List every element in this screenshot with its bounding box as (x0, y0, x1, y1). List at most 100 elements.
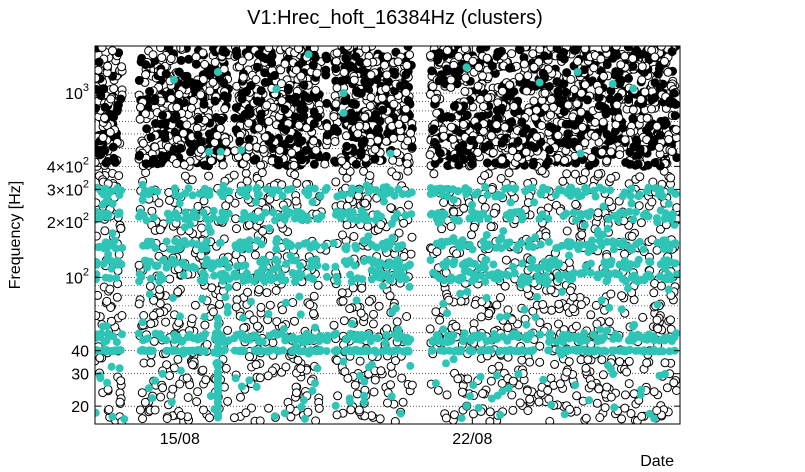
background-point (501, 255, 511, 265)
background-point (296, 104, 306, 114)
cluster-point (637, 333, 646, 342)
x-axis-label: Date (640, 453, 674, 470)
background-point (628, 113, 638, 123)
background-point (356, 88, 366, 98)
background-point (571, 199, 581, 209)
background-point (220, 104, 230, 114)
background-point (391, 171, 401, 181)
cluster-point (223, 337, 232, 346)
background-point (535, 357, 545, 367)
background-point (173, 287, 183, 297)
background-point (223, 396, 233, 406)
cluster-point (462, 402, 471, 411)
background-point (403, 96, 413, 106)
background-point (475, 134, 485, 144)
cluster-point (489, 260, 498, 269)
background-point (290, 112, 300, 122)
cluster-point (311, 323, 320, 332)
background-point (653, 324, 663, 334)
cluster-point (173, 214, 182, 222)
cluster-point (357, 206, 366, 215)
cluster-point (586, 268, 595, 277)
cluster-point (269, 186, 278, 195)
cluster-point (134, 329, 143, 338)
background-point (321, 65, 331, 75)
cluster-point (475, 264, 484, 273)
cluster-point (387, 219, 396, 228)
background-point (612, 100, 622, 110)
cluster-point (142, 256, 151, 265)
background-point (568, 304, 578, 314)
background-point (566, 74, 576, 84)
cluster-point (269, 208, 278, 217)
background-point (640, 87, 650, 97)
background-point (386, 380, 395, 390)
cluster-point (204, 216, 213, 225)
background-point (625, 147, 635, 157)
background-point (364, 296, 374, 306)
background-point (241, 168, 251, 178)
cluster-point (280, 409, 289, 418)
cluster-point (469, 381, 478, 390)
background-point (628, 61, 638, 71)
background-point (116, 376, 126, 386)
cluster-point (183, 333, 192, 341)
background-point (594, 86, 604, 96)
cluster-point (643, 187, 651, 196)
background-point (544, 82, 554, 91)
background-point (99, 84, 108, 94)
background-point (529, 62, 539, 72)
cluster-point (181, 189, 190, 198)
background-point (172, 102, 182, 112)
cluster-point (149, 213, 158, 222)
cluster-point (639, 347, 648, 356)
background-point (570, 169, 580, 179)
background-point (383, 398, 392, 408)
cluster-point (146, 274, 155, 283)
background-point (638, 312, 648, 322)
cluster-point (565, 251, 573, 260)
cluster-point (390, 191, 399, 200)
cluster-point (553, 261, 562, 270)
cluster-point (547, 400, 556, 409)
cluster-point (609, 334, 617, 343)
background-point (652, 245, 662, 255)
background-point (356, 308, 366, 318)
background-point (135, 102, 145, 112)
background-point (649, 387, 659, 397)
background-point (250, 250, 260, 260)
background-point (473, 147, 483, 157)
background-point (116, 94, 126, 104)
background-point (602, 60, 612, 70)
cluster-point (380, 271, 389, 280)
background-point (649, 288, 659, 298)
background-point (280, 104, 290, 114)
cluster-point (507, 332, 516, 341)
background-point (405, 50, 415, 60)
background-point (264, 403, 274, 413)
cluster-point (502, 241, 511, 250)
background-point (231, 214, 241, 224)
background-point (329, 112, 339, 122)
background-point (240, 109, 250, 119)
background-point (180, 72, 190, 81)
background-point (149, 154, 158, 164)
background-point (161, 317, 171, 327)
background-point (240, 87, 250, 97)
background-point (532, 132, 542, 142)
background-point (244, 118, 254, 128)
background-point (357, 283, 367, 293)
background-point (349, 75, 359, 85)
background-point (173, 354, 183, 364)
cluster-point (309, 275, 318, 283)
background-point (223, 325, 233, 335)
background-point (402, 60, 412, 70)
background-point (342, 141, 352, 151)
cluster-point (481, 277, 490, 286)
background-point (428, 82, 438, 91)
cluster-point (170, 184, 179, 193)
background-point (146, 358, 156, 368)
background-point (145, 87, 155, 96)
background-point (626, 409, 636, 418)
background-point (154, 198, 164, 208)
